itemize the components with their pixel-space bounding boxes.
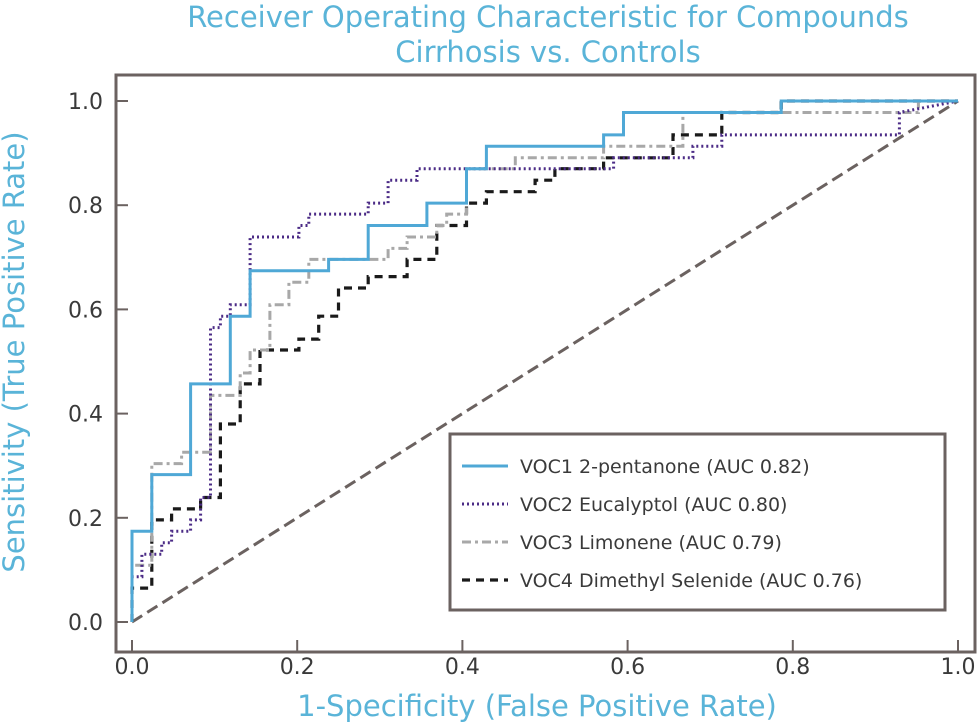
reference-diagonal-line [131, 99, 959, 624]
y-tick-label: 0.4 [68, 403, 103, 428]
x-tick-label: 0.6 [610, 655, 645, 680]
y-tick-label: 1.0 [68, 90, 103, 115]
legend-label-voc3: VOC3 Limonene (AUC 0.79) [520, 532, 782, 554]
x-tick-label: 0.2 [280, 655, 315, 680]
y-tick-label: 0.0 [68, 611, 103, 636]
x-tick-label: 0.0 [115, 655, 150, 680]
y-tick-label: 0.8 [68, 194, 103, 219]
x-tick-label: 1.0 [941, 655, 976, 680]
legend: VOC1 2-pentanone (AUC 0.82) VOC2 Eucalypt… [448, 432, 947, 612]
plot-frame [114, 73, 977, 654]
x-tick-label: 0.8 [775, 655, 810, 680]
x-axis-label: 1-Specificity (False Positive Rate) [297, 689, 777, 723]
legend-label-voc4: VOC4 Dimethyl Selenide (AUC 0.76) [520, 570, 862, 592]
y-tick-label: 0.6 [68, 298, 103, 323]
series-line-voc1 [130, 99, 958, 622]
chart-title-line2: Cirrhosis vs. Controls [395, 35, 700, 69]
x-tick-label: 0.4 [445, 655, 480, 680]
tick-layer: 0.0 0.2 0.4 0.6 0.8 1.0 0.0 0.2 0.4 0.6 0.8 1.0 [68, 90, 976, 680]
series-line-voc4 [130, 99, 958, 622]
y-axis-label: Sensitivity (True Positive Rate) [0, 131, 31, 572]
legend-label-voc1: VOC1 2-pentanone (AUC 0.82) [520, 456, 810, 478]
legend-label-voc2: VOC2 Eucalyptol (AUC 0.80) [520, 494, 787, 516]
chart-title-line1: Receiver Operating Characteristic for Co… [187, 0, 909, 34]
series-layer [130, 99, 959, 624]
legend-box [448, 432, 947, 612]
y-tick-label: 0.2 [68, 507, 103, 532]
